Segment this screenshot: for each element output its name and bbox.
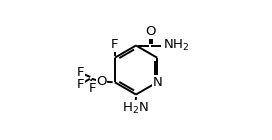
Text: O: O <box>145 25 155 38</box>
Text: H$_2$N: H$_2$N <box>122 101 149 116</box>
Text: F: F <box>111 38 119 51</box>
Text: O: O <box>96 75 107 88</box>
Text: F: F <box>77 66 84 79</box>
Text: NH$_2$: NH$_2$ <box>163 38 189 53</box>
Text: F: F <box>89 82 96 95</box>
Text: F: F <box>77 78 85 91</box>
Text: N: N <box>152 76 162 89</box>
